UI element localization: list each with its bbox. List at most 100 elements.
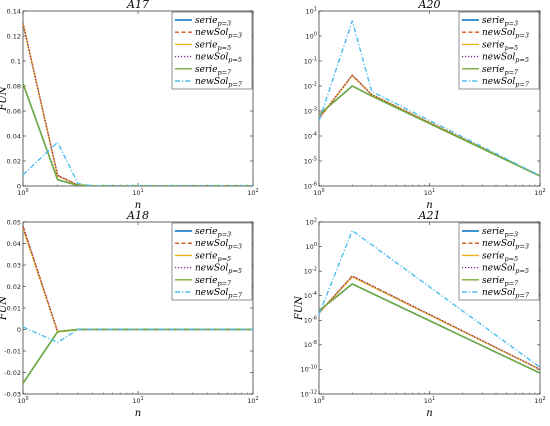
legend-entry-2: newSolp=3: [195, 239, 242, 251]
series-group: [23, 226, 253, 384]
y-tick-label: 10-6: [304, 181, 317, 190]
legend: seriep=3newSolp=3seriep=5newSolp=5seriep…: [458, 222, 540, 301]
y-tick-label: 0: [17, 182, 21, 190]
y-tick-label: 0.04: [7, 240, 21, 248]
legend-entry-1: seriep=3: [482, 227, 518, 239]
y-axis-label: FUN: [0, 85, 9, 111]
x-axis-label: n: [426, 200, 432, 211]
series-line-5: [23, 83, 253, 186]
y-tick-label: 0: [17, 326, 21, 334]
legend: seriep=3newSolp=3seriep=5newSolp=5seriep…: [458, 11, 540, 90]
x-tick-label: 100: [17, 188, 28, 197]
series-group: [319, 229, 540, 374]
legend: seriep=3newSolp=3seriep=5newSolp=5seriep…: [171, 222, 253, 301]
legend-entry-3: seriep=5: [195, 251, 231, 263]
y-tick-label: 0.14: [7, 7, 21, 15]
y-tick-label: 0.06: [7, 107, 21, 115]
series-group: [319, 20, 540, 177]
series-line-4: [319, 275, 540, 371]
y-tick-label: 0.05: [7, 218, 21, 226]
series-group: [23, 23, 253, 186]
legend-entry-1: seriep=3: [195, 16, 231, 28]
legend-box: [458, 222, 540, 301]
x-tick-label: 101: [132, 396, 143, 405]
legend-entry-4: newSolp=5: [195, 53, 242, 65]
legend-entry-4: newSolp=5: [195, 264, 242, 276]
series-line-6: [23, 141, 253, 186]
legend-entry-4: newSolp=5: [482, 264, 529, 276]
legend: seriep=3newSolp=3seriep=5newSolp=5seriep…: [171, 11, 253, 90]
legend-box: [458, 11, 540, 90]
legend-entry-5: seriep=7: [482, 276, 519, 288]
legend-entry-4: newSolp=5: [482, 53, 529, 65]
legend-box: [171, 222, 253, 301]
y-tick-label: 100: [306, 31, 317, 40]
chart-title: A17: [126, 0, 149, 11]
legend-entry-6: newSolp=7: [195, 77, 243, 89]
x-tick-label: 102: [247, 396, 258, 405]
legend-entry-5: seriep=7: [195, 276, 232, 288]
y-tick-label: 10-5: [304, 156, 317, 165]
y-axis-label: FUN: [294, 295, 305, 321]
y-tick-label: 10-4: [304, 131, 317, 140]
legend-entry-3: seriep=5: [482, 40, 518, 52]
y-tick-label: 100: [306, 242, 317, 251]
legend-entry-5: seriep=7: [195, 65, 232, 77]
y-tick-label: 10-8: [304, 340, 317, 349]
y-tick-label: 10-1: [304, 56, 317, 65]
y-tick-label: -0.01: [4, 347, 21, 355]
legend-entry-1: seriep=3: [195, 227, 231, 239]
series-line-4: [319, 74, 540, 177]
legend-entry-5: seriep=7: [482, 65, 519, 77]
legend-entry-3: seriep=5: [482, 251, 518, 263]
y-tick-label: 10-2: [304, 266, 317, 275]
chart-panel-2: A20 n seriep=3newSolp=3seriep=5newSolp=5se…: [318, 0, 541, 211]
legend-entry-6: newSolp=7: [482, 77, 530, 89]
x-tick-label: 100: [313, 188, 324, 197]
series-line-6: [319, 229, 540, 368]
chart-panel-4: A21nFUNseriep=3newSolp=3seriep=5newSolp=…: [294, 209, 541, 419]
series-line-3: [23, 23, 253, 186]
series-line-5: [319, 283, 540, 374]
x-axis-label: n: [135, 200, 141, 211]
chart-title: A18: [126, 209, 149, 222]
x-tick-label: 101: [132, 188, 143, 197]
legend-entry-2: newSolp=3: [482, 239, 529, 251]
y-tick-label: 102: [306, 217, 317, 226]
y-tick-label: 10-6: [304, 316, 317, 325]
legend-entry-3: seriep=5: [195, 40, 231, 52]
x-axis-label: n: [426, 408, 432, 419]
y-tick-label: 10-12: [301, 389, 317, 398]
x-tick-label: 102: [247, 188, 258, 197]
legend-box: [171, 11, 253, 90]
y-tick-label: 0.12: [7, 32, 21, 40]
y-tick-label: 0.04: [7, 132, 21, 140]
x-tick-label: 102: [534, 396, 545, 405]
legend-entry-1: seriep=3: [482, 16, 518, 28]
y-tick-label: -0.03: [4, 390, 21, 398]
x-tick-label: 100: [17, 396, 28, 405]
chart-panel-1: A17 0 0.02 0.04 0.06 0.08 0.1 0.12 0.14 n FUN serie…: [0, 0, 254, 211]
series-line-5: [319, 85, 540, 177]
y-tick-label: -0.02: [4, 369, 21, 377]
x-tick-label: 101: [424, 396, 435, 405]
legend-entry-2: newSolp=3: [195, 28, 242, 40]
y-tick-label: 10-3: [304, 106, 317, 115]
y-tick-label: 101: [306, 6, 317, 15]
y-tick-label: 10-10: [301, 365, 317, 374]
legend-entry-2: newSolp=3: [482, 28, 529, 40]
x-tick-label: 102: [534, 188, 545, 197]
y-tick-label: 0.1: [11, 57, 21, 65]
series-line-6: [23, 326, 253, 344]
y-tick-label: 0.02: [7, 283, 21, 291]
y-tick-label: 0.08: [7, 82, 21, 90]
series-line-6: [319, 20, 540, 177]
legend-entry-6: newSolp=7: [195, 288, 243, 300]
chart-title: A20: [418, 0, 441, 11]
y-tick-label: 0.02: [7, 157, 21, 165]
x-axis-label: n: [135, 408, 141, 419]
chart-title: A21: [418, 209, 441, 222]
legend-entry-6: newSolp=7: [482, 288, 530, 300]
y-tick-label: 0.03: [7, 261, 21, 269]
